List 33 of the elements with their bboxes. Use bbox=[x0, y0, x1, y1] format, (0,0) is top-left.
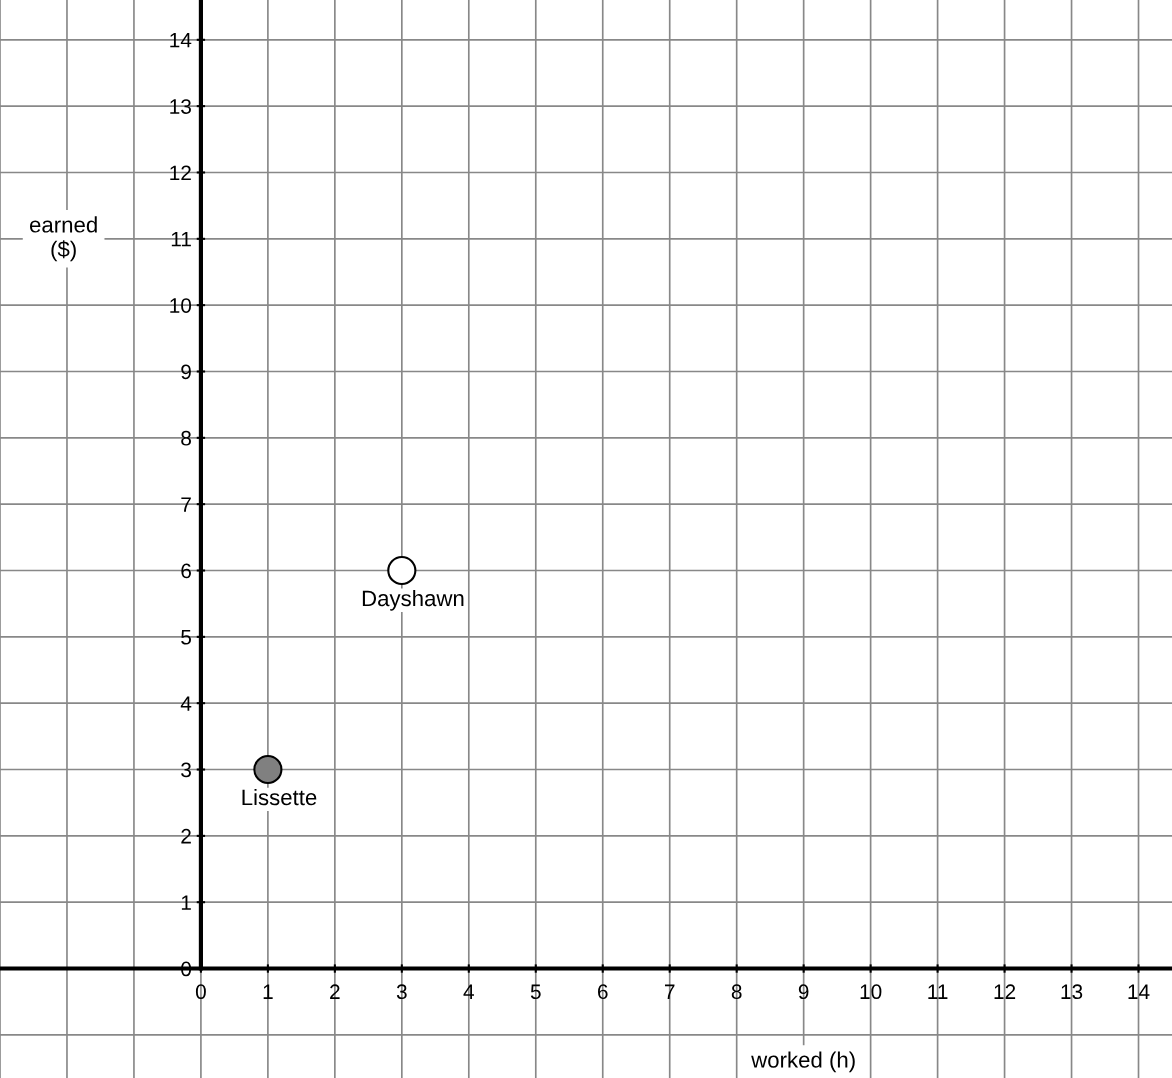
y-tick-label: 1 bbox=[181, 895, 191, 910]
x-tick-label: 11 bbox=[928, 984, 948, 999]
x-tick-label: 5 bbox=[530, 984, 541, 1000]
x-tick-label: 2 bbox=[330, 984, 340, 999]
y-tick-label: 2 bbox=[181, 828, 191, 844]
y-tick-label: 4 bbox=[180, 696, 192, 711]
y-tick-label: 8 bbox=[181, 430, 191, 446]
x-tick-label: 1 bbox=[263, 984, 273, 999]
y-tick-label: 12 bbox=[170, 165, 191, 181]
y-tick-label: 7 bbox=[181, 497, 191, 512]
series-label: Dayshawn bbox=[362, 589, 464, 611]
y-tick-label: 14 bbox=[170, 33, 192, 48]
series-label: Lissette bbox=[242, 788, 317, 806]
x-tick-label: 14 bbox=[1128, 984, 1150, 999]
y-tick-label: 6 bbox=[181, 563, 191, 579]
x-tick-label: 6 bbox=[598, 984, 608, 1000]
x-axis-title: worked (h) bbox=[751, 1051, 855, 1073]
y-axis-title: earned ($) bbox=[29, 216, 97, 262]
y-tick-label: 11 bbox=[171, 232, 191, 247]
x-tick-label: 12 bbox=[994, 984, 1016, 999]
x-tick-label: 4 bbox=[463, 984, 474, 999]
x-tick-label: 10 bbox=[860, 984, 882, 1000]
x-tick-label: 7 bbox=[664, 984, 675, 999]
y-tick-label: 5 bbox=[181, 630, 192, 645]
x-tick-label: 13 bbox=[1061, 984, 1083, 1000]
x-tick-label: 8 bbox=[731, 984, 742, 1000]
x-tick-label: 9 bbox=[798, 984, 809, 1000]
y-tick-label: 9 bbox=[181, 364, 191, 380]
y-tick-label: 10 bbox=[170, 298, 192, 313]
x-tick-label: 3 bbox=[396, 984, 407, 1000]
x-tick-label: 0 bbox=[195, 984, 206, 1000]
y-tick-label: 3 bbox=[181, 762, 191, 778]
y-tick-label: 13 bbox=[170, 99, 191, 114]
